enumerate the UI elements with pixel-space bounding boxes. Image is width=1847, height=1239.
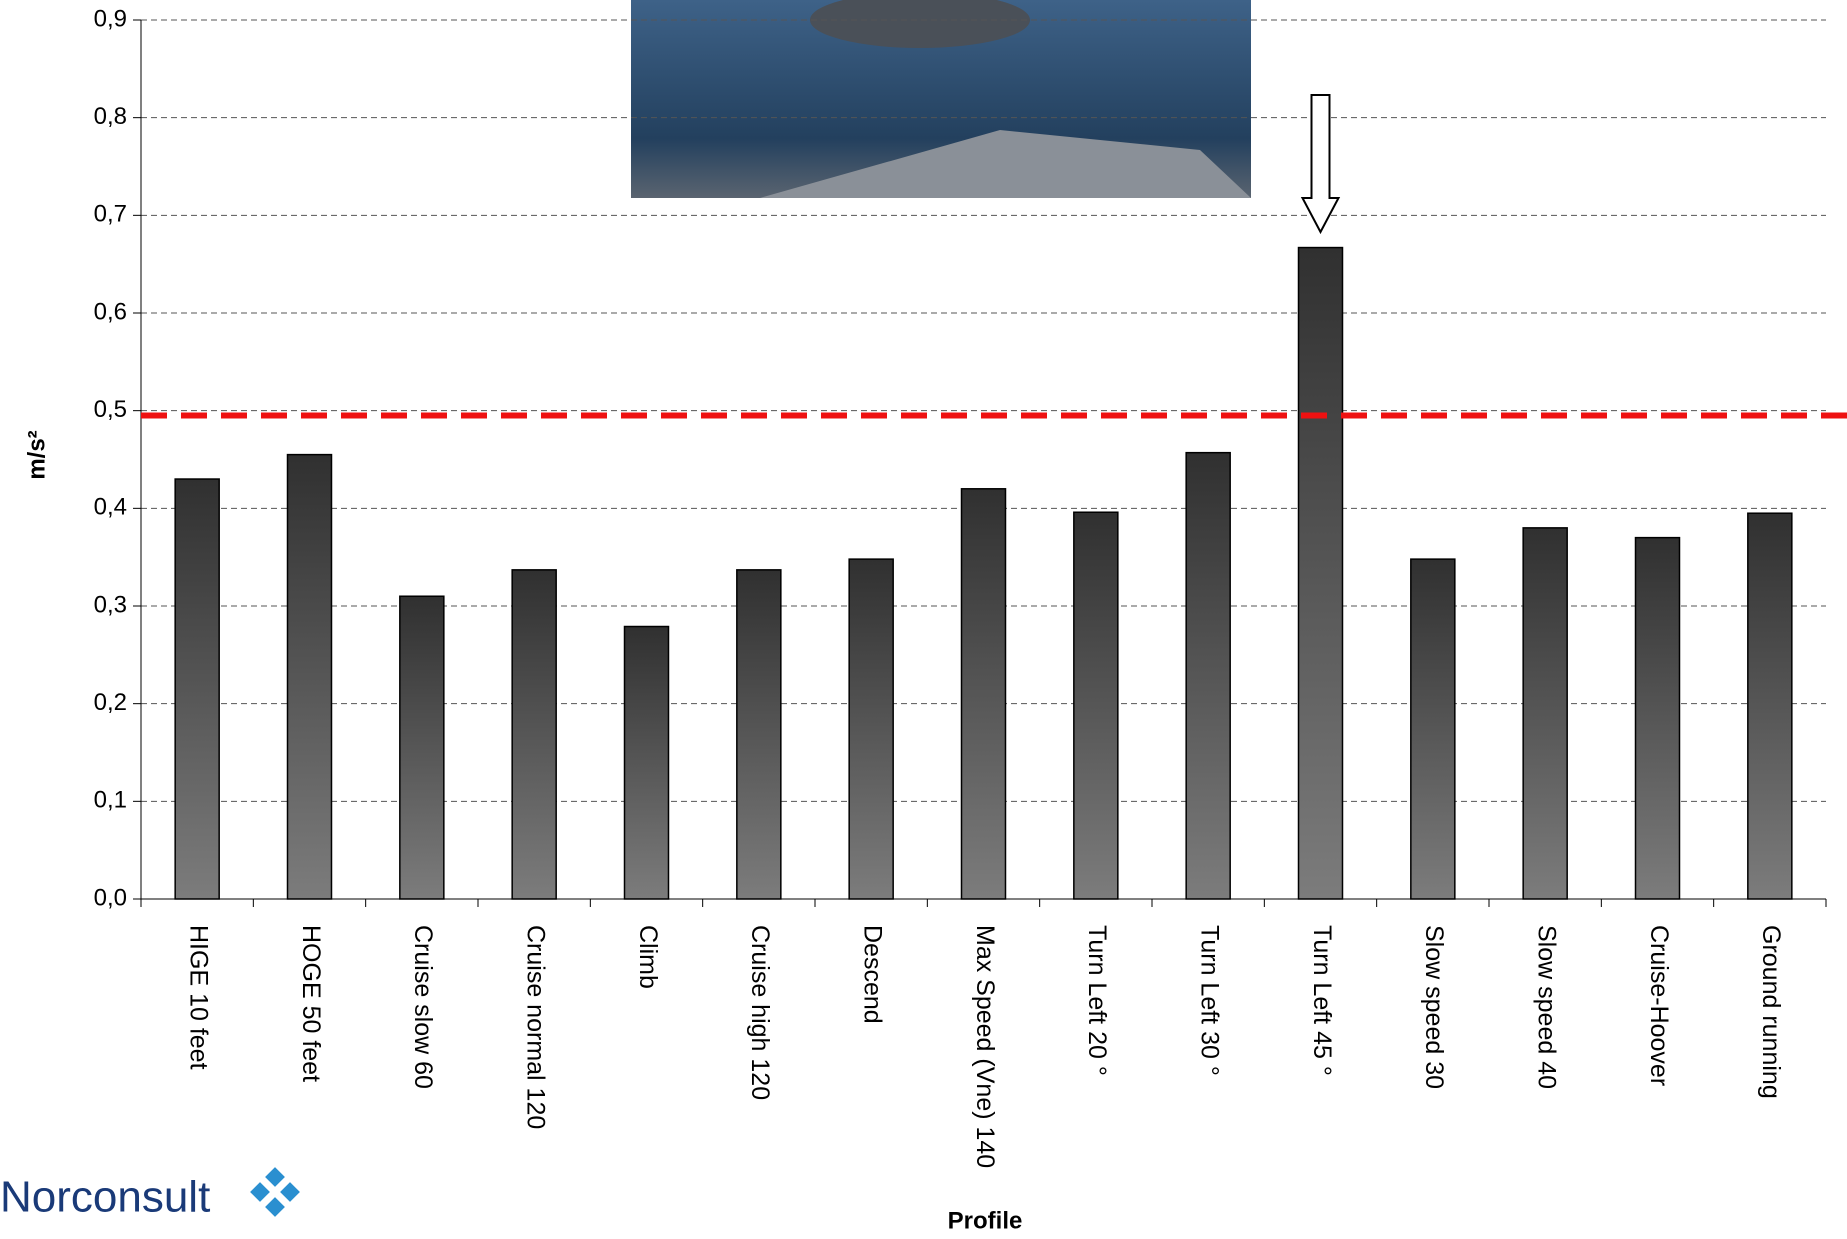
x-tick-label: HOGE 50 feet [297,925,325,1082]
bar [1410,558,1456,900]
y-tick-label: 0,6 [94,298,127,325]
y-tick-label: 0,8 [94,103,127,130]
bar [1747,512,1793,900]
x-tick-label: Max Speed (Vne) 140 [971,925,999,1168]
bar [848,558,894,900]
x-tick-label: Cruise-Hoover [1645,925,1673,1086]
logo-text: Norconsult [0,1173,210,1222]
bar [286,453,333,900]
y-tick-label: 0,3 [94,591,127,618]
y-tick-label: 0,9 [94,5,127,32]
y-tick-label: 0,1 [94,787,127,814]
x-axis-title: Profile [948,1207,1023,1234]
x-tick-label: Turn Left 20 ° [1083,925,1111,1076]
x-tick-label: HIGE 10 feet [185,925,213,1070]
bar [1185,451,1231,900]
arrow [1300,94,1341,235]
bar [511,569,557,900]
bar [960,488,1007,900]
x-tick-label: Slow speed 40 [1533,925,1561,1089]
y-tick-label: 0,4 [94,494,127,521]
x-tick-label: Turn Left 30 ° [1196,925,1224,1076]
y-tick-label: 0,0 [94,884,127,911]
logo: Norconsult [0,1167,300,1222]
bar [1073,511,1119,900]
x-tick-label: Cruise high 120 [746,925,774,1100]
x-tick-label: Slow speed 30 [1420,925,1448,1089]
bar [174,478,220,900]
bar [623,625,670,900]
bar [1522,527,1568,900]
x-tick-label: Cruise normal 120 [522,925,550,1129]
bar [399,595,445,900]
y-axis-title: m/s² [23,430,50,479]
y-tick-label: 0,5 [94,396,127,423]
photo [631,0,1251,198]
bar [736,569,782,900]
y-tick-label: 0,7 [94,201,127,228]
x-tick-label: Descend [859,925,887,1024]
x-tick-label: Ground running [1757,925,1785,1099]
bar [1634,536,1681,900]
y-tick-label: 0,2 [94,689,127,716]
bar [1297,246,1344,900]
x-tick-label: Cruise slow 60 [409,925,437,1089]
x-tick-label: Turn Left 45 ° [1308,925,1336,1076]
x-tick-label: Climb [634,925,662,989]
